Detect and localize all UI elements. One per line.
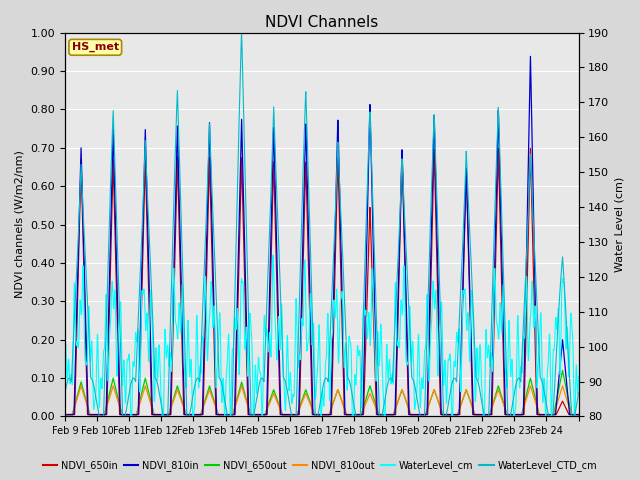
Title: NDVI Channels: NDVI Channels <box>265 15 378 30</box>
Y-axis label: NDVI channels (W/m2/nm): NDVI channels (W/m2/nm) <box>15 151 25 299</box>
Legend: NDVI_650in, NDVI_810in, NDVI_650out, NDVI_810out, WaterLevel_cm, WaterLevel_CTD_: NDVI_650in, NDVI_810in, NDVI_650out, NDV… <box>38 456 602 475</box>
Y-axis label: Water Level (cm): Water Level (cm) <box>615 177 625 272</box>
Text: HS_met: HS_met <box>72 42 119 52</box>
